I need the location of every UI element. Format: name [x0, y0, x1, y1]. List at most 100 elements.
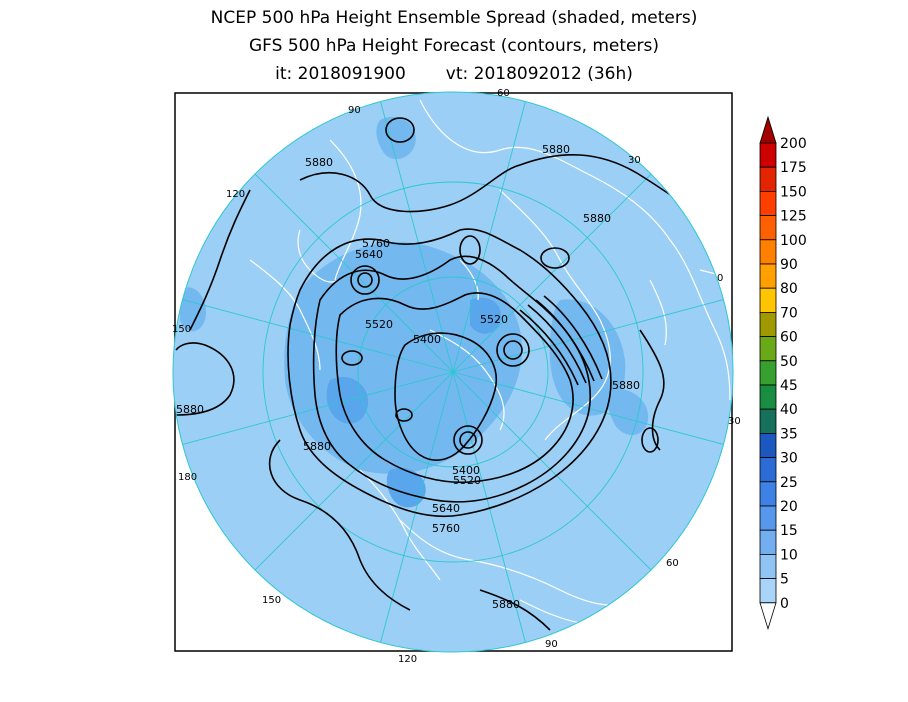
longitude-label: 60 [666, 558, 679, 569]
contour-5520 [335, 292, 574, 484]
colorbar-tick-label: 70 [780, 305, 798, 321]
meridian-line [452, 101, 526, 373]
contour-label: 5880 [176, 403, 204, 416]
title-line-3: it: 2018091900 vt: 2018092012 (36h) [0, 64, 908, 84]
colorbar-bin [759, 190, 777, 216]
colorbar-bin [759, 554, 777, 580]
colorbar-tick-label: 0 [780, 596, 789, 612]
land-outlines [249, 99, 731, 626]
meridian-line [452, 371, 526, 643]
contour-5880 [299, 153, 729, 241]
packed-contours-east [535, 299, 595, 382]
contour-5880 [189, 189, 251, 331]
contour-label: 5640 [355, 248, 383, 261]
title-line-2: GFS 500 hPa Height Forecast (contours, m… [249, 36, 659, 56]
low-center-contour [341, 350, 363, 366]
spread-patch [180, 287, 206, 332]
colorbar-tick-label: 30 [780, 451, 798, 467]
meridian-line [380, 101, 454, 373]
colorbar-bin [759, 360, 777, 386]
contour-5880 [175, 342, 235, 416]
longitude-label: 30 [728, 416, 741, 427]
contour-label: 5880 [583, 212, 611, 225]
longitude-label: 90 [545, 639, 558, 650]
contour-label: 5640 [432, 502, 460, 515]
meridian-line [452, 371, 652, 571]
colorbar-tick-label: 45 [780, 378, 798, 394]
colorbar-bin [759, 215, 777, 241]
contour-label: 5880 [542, 143, 570, 156]
low-center-contour [503, 340, 523, 360]
contour-label: 5880 [303, 440, 331, 453]
longitude-label: 120 [398, 654, 417, 665]
colorbar-bin [759, 529, 777, 555]
longitude-label: 30 [628, 155, 641, 166]
colorbar-tick-label: 90 [780, 257, 798, 273]
contour-label: 5400 [452, 464, 480, 477]
low-center-contour [459, 235, 481, 265]
low-center-contour [357, 272, 373, 288]
contour-label: 5880 [305, 156, 333, 169]
high-center-contour [641, 427, 659, 453]
colorbar-bin [759, 166, 777, 192]
meridian-line [452, 371, 724, 445]
meridian-line [380, 371, 454, 643]
colorbar-under-triangle [759, 602, 777, 631]
init-time: it: 2018091900 [275, 64, 406, 84]
contour-5760 [287, 228, 612, 518]
low-center-contour [350, 265, 380, 295]
contour-label: 5760 [432, 522, 460, 535]
colorbar-bin [759, 311, 777, 337]
colorbar-tick-label: 35 [780, 426, 798, 442]
colorbar-tick-label: 100 [780, 233, 807, 249]
contour-label: 5880 [612, 379, 640, 392]
meridian-line [182, 299, 454, 373]
meridian-line [182, 371, 454, 445]
spread-patches [180, 116, 649, 508]
longitude-label: 90 [348, 105, 361, 116]
meridian-line [254, 371, 454, 571]
colorbar-bin [759, 481, 777, 507]
high-center-contour [540, 247, 570, 269]
colorbar-tick-label: 200 [780, 136, 807, 152]
high-center-contour [385, 117, 415, 143]
contour-5880 [639, 329, 665, 451]
meridian-line [254, 173, 454, 373]
colorbar-bin [759, 263, 777, 289]
contour-5640 [312, 255, 592, 503]
graticule [262, 181, 644, 563]
title-line-1: NCEP 500 hPa Height Ensemble Spread (sha… [210, 8, 698, 28]
longitude-label: 60 [497, 88, 510, 99]
contour-label: 5760 [362, 237, 390, 250]
valid-time: vt: 2018092012 (36h) [445, 64, 633, 84]
longitude-label: 120 [226, 189, 245, 200]
contour-label: 5400 [413, 333, 441, 346]
packed-contours-east [527, 304, 587, 384]
height-contours [175, 117, 729, 631]
contour-labels: 5880 5880 5880 5880 5880 5880 5880 5760 … [176, 143, 640, 611]
low-center-contour [459, 431, 477, 449]
colorbar-tick-label: 25 [780, 475, 798, 491]
spread-patch [607, 389, 649, 436]
low-center-contour [496, 333, 530, 367]
colorbar-tick-label: 20 [780, 499, 798, 515]
contour-label: 5880 [492, 598, 520, 611]
colorbar-bin [759, 505, 777, 531]
colorbar-bin [759, 239, 777, 265]
contour-label: 5520 [365, 318, 393, 331]
longitude-label: 150 [262, 595, 281, 606]
colorbar-bin [759, 336, 777, 362]
contour-5880 [479, 589, 551, 631]
colorbar-over-triangle [759, 115, 777, 144]
colorbar-bin [759, 408, 777, 434]
colorbar-tick-label: 150 [780, 184, 807, 200]
colorbar: 2001751501251009080706050454035302520151… [759, 115, 807, 631]
colorbar-bin [759, 457, 777, 483]
packed-contours-east [519, 309, 579, 386]
meridian-line [452, 299, 724, 373]
spread-patch [549, 299, 626, 416]
longitude-labels: 60 30 0 30 60 90 120 150 180 150 120 90 [172, 88, 741, 665]
colorbar-tick-label: 175 [780, 160, 807, 176]
colorbar-bin [759, 432, 777, 458]
